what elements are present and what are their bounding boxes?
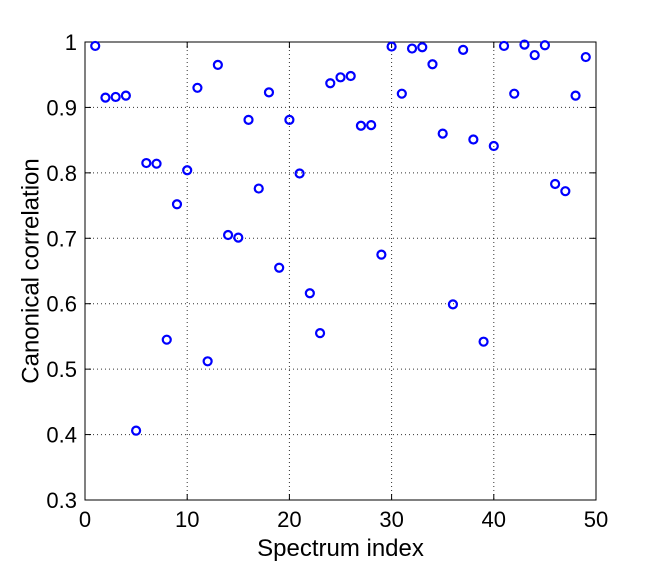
data-point xyxy=(284,114,295,125)
x-tick-label: 10 xyxy=(175,507,199,532)
x-tick-label: 30 xyxy=(379,507,403,532)
data-point xyxy=(345,70,356,82)
data-point xyxy=(386,41,397,52)
data-point xyxy=(406,43,418,54)
data-point xyxy=(447,299,459,310)
y-tick-label: 0.7 xyxy=(46,226,77,251)
x-tick-label: 20 xyxy=(277,507,301,532)
data-point xyxy=(110,91,121,103)
data-point xyxy=(550,178,561,190)
y-tick-label: 0.3 xyxy=(46,488,77,513)
data-point xyxy=(304,288,315,299)
data-point xyxy=(355,120,367,131)
data-point xyxy=(335,72,346,83)
y-tick-label: 1 xyxy=(65,30,77,55)
data-point xyxy=(529,49,540,61)
data-points xyxy=(90,39,591,436)
data-point xyxy=(468,134,479,145)
data-point xyxy=(212,59,223,71)
x-axis-title: Spectrum index xyxy=(257,535,424,562)
y-tick-label: 0.5 xyxy=(46,357,77,382)
y-tick-label: 0.4 xyxy=(46,423,77,448)
data-point xyxy=(437,128,448,139)
data-point xyxy=(580,51,591,63)
data-point xyxy=(314,328,326,339)
y-tick-label: 0.8 xyxy=(46,161,77,186)
data-point xyxy=(458,44,469,55)
x-tick-label: 40 xyxy=(482,507,506,532)
data-point xyxy=(161,334,172,345)
data-point xyxy=(100,92,111,103)
data-point xyxy=(274,262,285,273)
data-point xyxy=(509,88,520,99)
grid-lines xyxy=(85,42,596,500)
data-point xyxy=(171,199,183,210)
data-point xyxy=(560,186,571,197)
data-point xyxy=(325,78,336,89)
data-point xyxy=(141,157,152,169)
data-point xyxy=(376,249,387,260)
data-point xyxy=(539,40,551,51)
data-point xyxy=(90,40,101,52)
data-point xyxy=(519,39,530,50)
data-point xyxy=(151,158,162,169)
data-point xyxy=(488,140,499,152)
plot-frame xyxy=(84,41,597,501)
data-point xyxy=(294,168,305,179)
x-tick-labels: 0 10 20 30 40 50 xyxy=(79,507,608,532)
x-tick-label: 50 xyxy=(584,507,608,532)
x-tick-label: 0 xyxy=(79,507,91,532)
data-point xyxy=(233,232,244,243)
data-point xyxy=(253,183,264,194)
data-point xyxy=(222,229,234,241)
y-tick-label: 0.6 xyxy=(46,292,77,317)
data-point xyxy=(396,88,407,99)
y-tick-labels: 0.3 0.4 0.5 0.6 0.7 0.8 0.9 1 xyxy=(46,30,77,513)
data-point xyxy=(243,114,254,125)
y-axis-title: Canonical correlation xyxy=(17,158,44,383)
data-point xyxy=(263,87,275,98)
data-point xyxy=(478,336,489,347)
y-tick-label: 0.9 xyxy=(46,95,77,120)
data-point xyxy=(202,356,213,367)
data-point xyxy=(427,59,438,70)
data-point xyxy=(192,82,203,93)
data-point xyxy=(498,40,510,52)
data-point xyxy=(182,165,193,176)
data-point xyxy=(570,90,581,101)
data-point xyxy=(120,90,131,101)
data-point xyxy=(366,119,377,131)
data-point xyxy=(131,425,142,436)
data-point xyxy=(417,42,428,53)
